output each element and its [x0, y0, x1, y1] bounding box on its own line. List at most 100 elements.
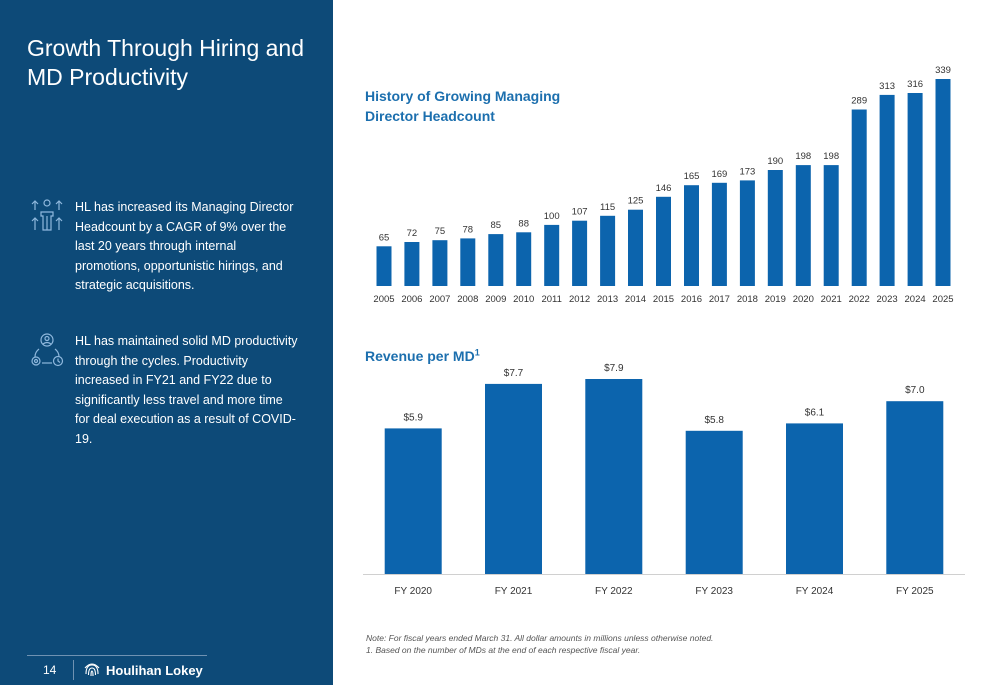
headcount-year-tick: 2013	[597, 294, 618, 305]
revenue-bar-FY-2023	[685, 430, 743, 574]
headcount-value-label: 125	[628, 196, 644, 207]
revenue-value-label: $7.9	[604, 363, 624, 374]
footnote-line-1: Note: For fiscal years ended March 31. A…	[366, 633, 714, 643]
headcount-year-tick: 2009	[485, 294, 506, 305]
headcount-value-label: 169	[711, 169, 727, 180]
revenue-year-tick: FY 2024	[796, 586, 834, 597]
bullet-productivity-text: HL has maintained solid MD productivity …	[75, 334, 298, 446]
page-title: Growth Through Hiring and MD Productivit…	[27, 35, 304, 90]
revenue-bar-FY-2020	[384, 428, 442, 574]
headcount-bar-2021	[823, 165, 839, 286]
headcount-year-tick: 2018	[737, 294, 758, 305]
revenue-bar-FY-2021	[485, 383, 542, 574]
headcount-year-tick: 2016	[681, 294, 702, 305]
headcount-bar-2005	[376, 246, 392, 286]
fingerprint-logo-icon	[84, 663, 100, 677]
headcount-bar-2012	[572, 220, 588, 286]
headcount-value-label: 190	[767, 156, 783, 167]
headcount-year-tick: 2017	[709, 294, 730, 305]
headcount-bar-2006	[404, 242, 420, 286]
headcount-year-tick: 2014	[625, 294, 646, 305]
revenue-value-label: $6.1	[805, 407, 825, 418]
headcount-year-tick: 2020	[793, 294, 814, 305]
revenue-value-label: $5.8	[704, 415, 724, 426]
growth-people-icon	[31, 199, 63, 231]
headcount-value-label: 100	[544, 211, 560, 222]
headcount-bar-2019	[767, 170, 783, 286]
headcount-bar-2007	[432, 240, 448, 286]
revenue-year-tick: FY 2022	[595, 586, 633, 597]
headcount-bar-2016	[684, 185, 699, 286]
revenue-year-tick: FY 2025	[896, 586, 934, 597]
revenue-year-tick: FY 2023	[695, 586, 733, 597]
headcount-bar-2011	[544, 224, 560, 286]
headcount-bar-2025	[935, 79, 951, 286]
headcount-value-label: 72	[407, 228, 418, 239]
footnotes: Note: For fiscal years ended March 31. A…	[366, 632, 713, 656]
headcount-bar-2024	[907, 93, 923, 286]
headcount-value-label: 88	[518, 218, 529, 229]
headcount-value-label: 85	[491, 220, 502, 231]
headcount-year-tick: 2007	[429, 294, 450, 305]
revenue-value-label: $7.0	[905, 385, 925, 396]
headcount-year-tick: 2021	[821, 294, 842, 305]
headcount-value-label: 115	[600, 202, 615, 213]
headcount-value-label: 173	[739, 166, 755, 177]
headcount-value-label: 198	[823, 151, 839, 162]
headcount-value-label: 165	[684, 171, 700, 182]
headcount-value-label: 289	[851, 96, 867, 107]
headcount-year-tick: 2022	[849, 294, 870, 305]
headcount-year-tick: 2010	[513, 294, 534, 305]
headcount-year-tick: 2008	[457, 294, 478, 305]
headcount-bar-2018	[739, 180, 755, 286]
revenue-year-tick: FY 2021	[495, 586, 533, 597]
headcount-year-tick: 2006	[401, 294, 422, 305]
headcount-value-label: 316	[907, 79, 923, 90]
headcount-value-label: 75	[435, 226, 446, 237]
headcount-year-tick: 2023	[877, 294, 898, 305]
headcount-bar-2023	[879, 94, 895, 287]
headcount-value-label: 339	[935, 65, 951, 76]
revenue-chart-title-text: Revenue per MD	[365, 348, 475, 364]
headcount-bar-2013	[600, 215, 616, 286]
left-panel: Growth Through Hiring and MD Productivit…	[0, 0, 333, 685]
headcount-year-tick: 2024	[905, 294, 926, 305]
productivity-person-gear-icon	[31, 333, 64, 367]
revenue-chart-title-footnote: 1	[474, 347, 480, 358]
headcount-value-label: 65	[379, 232, 390, 243]
revenue-chart-title: Revenue per MD1	[365, 346, 480, 366]
headcount-chart-title: History of Growing Managing Director Hea…	[365, 88, 561, 124]
headcount-bar-2014	[628, 209, 643, 286]
headcount-year-tick: 2012	[569, 294, 590, 305]
headcount-year-tick: 2015	[653, 294, 674, 305]
headcount-value-label: 107	[572, 207, 588, 218]
page-number: 14	[43, 663, 57, 677]
headcount-year-tick: 2005	[373, 294, 394, 305]
headcount-bar-2009	[488, 234, 504, 286]
revenue-bar-FY-2024	[786, 423, 843, 574]
headcount-bar-2022	[851, 109, 867, 286]
headcount-year-tick: 2011	[541, 294, 561, 305]
headcount-value-label: 146	[656, 183, 672, 194]
footer-separator	[73, 660, 74, 680]
headcount-bar-2020	[795, 165, 811, 286]
revenue-value-label: $5.9	[403, 412, 423, 423]
headcount-year-tick: 2025	[932, 294, 953, 305]
bullet-hiring-text: HL has increased its Managing Director H…	[75, 200, 294, 292]
headcount-year-tick: 2019	[765, 294, 786, 305]
revenue-bar-FY-2022	[585, 379, 643, 574]
headcount-bar-2015	[656, 196, 671, 286]
footer-divider	[27, 655, 207, 656]
headcount-bar-2008	[460, 238, 476, 286]
headcount-bar-2017	[711, 182, 727, 286]
headcount-value-label: 198	[795, 151, 811, 162]
headcount-bar-2010	[516, 232, 532, 286]
revenue-bar-FY-2025	[886, 401, 944, 574]
footnote-line-2: 1. Based on the number of MDs at the end…	[366, 645, 641, 655]
revenue-value-label: $7.7	[504, 368, 524, 379]
brand-logo-text: Houlihan Lokey	[106, 663, 203, 678]
revenue-year-tick: FY 2020	[394, 586, 432, 597]
headcount-value-label: 78	[463, 224, 474, 235]
headcount-value-label: 313	[879, 81, 895, 92]
